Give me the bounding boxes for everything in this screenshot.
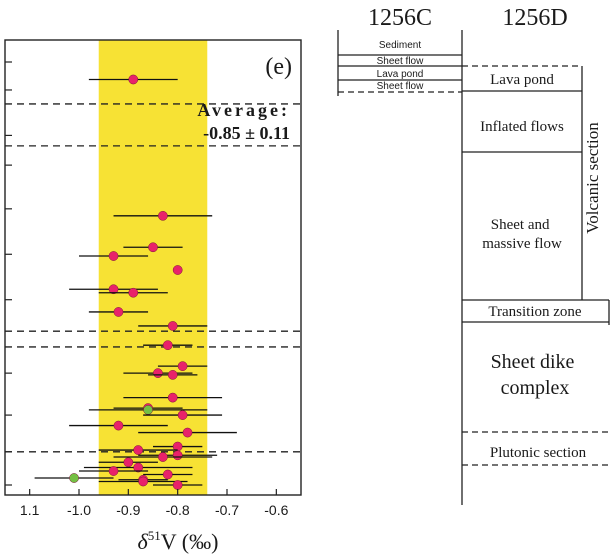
data-point <box>162 469 173 480</box>
data-point-group <box>113 210 213 221</box>
data-point-group <box>157 361 208 371</box>
x-tick-label: -0.7 <box>215 502 239 518</box>
data-point-group <box>143 410 223 420</box>
data-point <box>177 410 188 420</box>
d-unit-sheet-massive-line1: Sheet and <box>491 217 550 233</box>
data-point <box>108 251 119 261</box>
data-point-group <box>88 307 149 317</box>
d-unit-sheet-dike: Sheet dike complex <box>491 351 580 399</box>
left-axis-ticks <box>5 61 12 486</box>
c-unit-sediment: Sediment <box>379 40 421 51</box>
data-point-group <box>143 469 193 480</box>
data-point-group <box>113 452 213 462</box>
data-point <box>69 473 79 483</box>
data-point-group <box>172 265 183 275</box>
data-point <box>167 392 178 403</box>
data-point <box>158 452 168 462</box>
d-unit-sheet-dike-line2: complex <box>501 377 570 399</box>
data-point <box>172 480 183 490</box>
x-axis-title-unit: V (‰) <box>161 529 219 554</box>
data-point <box>172 450 183 461</box>
data-point-group <box>153 441 203 452</box>
x-tick-label: 1.1 <box>20 502 40 518</box>
data-point-group <box>98 287 168 298</box>
data-point <box>138 476 148 487</box>
data-point-group <box>88 74 178 85</box>
data-point <box>162 340 173 351</box>
data-point-group <box>83 462 193 473</box>
data-point <box>128 74 139 85</box>
data-point-group <box>148 370 198 380</box>
data-points <box>34 74 237 490</box>
v-isotope-chart: 1.1 -1.0 -0.9 -0.8 -0.7 -0.6 (e) Average: -0.… <box>4 39 302 554</box>
data-point-group <box>98 476 188 487</box>
data-point <box>172 265 183 275</box>
data-point <box>108 466 119 476</box>
data-point-group <box>143 340 193 351</box>
data-point <box>128 287 139 298</box>
data-point-group <box>79 466 149 476</box>
d-unit-sheet-massive-line2: massive flow <box>482 236 562 252</box>
x-tick-label: -0.6 <box>264 502 288 518</box>
unit-boundary-lines <box>5 103 301 453</box>
d-unit-sheet-dike-line1: Sheet dike <box>491 351 575 373</box>
data-point-group <box>69 420 168 431</box>
average-label: Average: <box>197 100 290 120</box>
d-unit-lava-pond: Lava pond <box>490 72 554 88</box>
data-point <box>133 445 144 455</box>
data-point <box>113 420 124 431</box>
x-axis-title-delta: δ <box>138 529 149 554</box>
data-point <box>158 210 168 221</box>
data-point <box>148 242 158 253</box>
data-point <box>177 361 188 371</box>
data-point-group <box>69 284 158 295</box>
x-tick-label: -0.8 <box>166 502 190 518</box>
x-tick-label: -1.0 <box>67 502 91 518</box>
data-point <box>153 368 163 378</box>
plot-frame <box>4 39 302 496</box>
c-unit-sheet-flow-1: Sheet flow <box>377 56 424 67</box>
x-axis-ticks: 1.1 -1.0 -0.9 -0.8 -0.7 -0.6 <box>20 489 289 518</box>
volcanic-section-label: Volcanic section <box>583 122 602 234</box>
average-value: -0.85 ± 0.11 <box>203 123 290 143</box>
d-unit-plutonic: Plutonic section <box>490 445 587 461</box>
data-point-group <box>123 392 223 403</box>
data-point <box>167 321 178 331</box>
x-tick-label: -0.9 <box>116 502 140 518</box>
data-point <box>133 462 144 473</box>
x-axis-title: δ51V (‰) <box>138 528 219 554</box>
column-1256d-title: 1256D <box>502 5 567 31</box>
data-point <box>182 427 193 438</box>
c-unit-sheet-flow-2: Sheet flow <box>377 81 424 92</box>
d-unit-transition-zone: Transition zone <box>488 304 582 320</box>
data-point <box>123 457 134 468</box>
data-point-group <box>123 242 183 253</box>
data-point-group <box>138 427 237 438</box>
panel-label: (e) <box>265 54 292 80</box>
data-point-group <box>98 445 178 455</box>
data-point <box>113 307 124 317</box>
average-band <box>98 40 208 495</box>
d-unit-sheet-massive: Sheet and massive flow <box>482 217 562 252</box>
x-axis-title-superscript: 51 <box>148 528 161 543</box>
d-unit-inflated-flows: Inflated flows <box>480 119 564 135</box>
data-point-group <box>138 321 208 331</box>
stratigraphic-columns: 1256C 1256D Sediment Sheet flow Lava pon… <box>337 5 610 505</box>
data-point-group <box>98 457 158 468</box>
data-point-group <box>34 473 114 483</box>
c-unit-lava-pond: Lava pond <box>377 69 424 80</box>
column-1256c-title: 1256C <box>368 5 432 31</box>
data-point-group <box>79 251 149 261</box>
data-point <box>108 284 119 295</box>
data-point <box>143 404 153 415</box>
data-point <box>167 370 178 380</box>
data-point-group <box>88 404 208 415</box>
